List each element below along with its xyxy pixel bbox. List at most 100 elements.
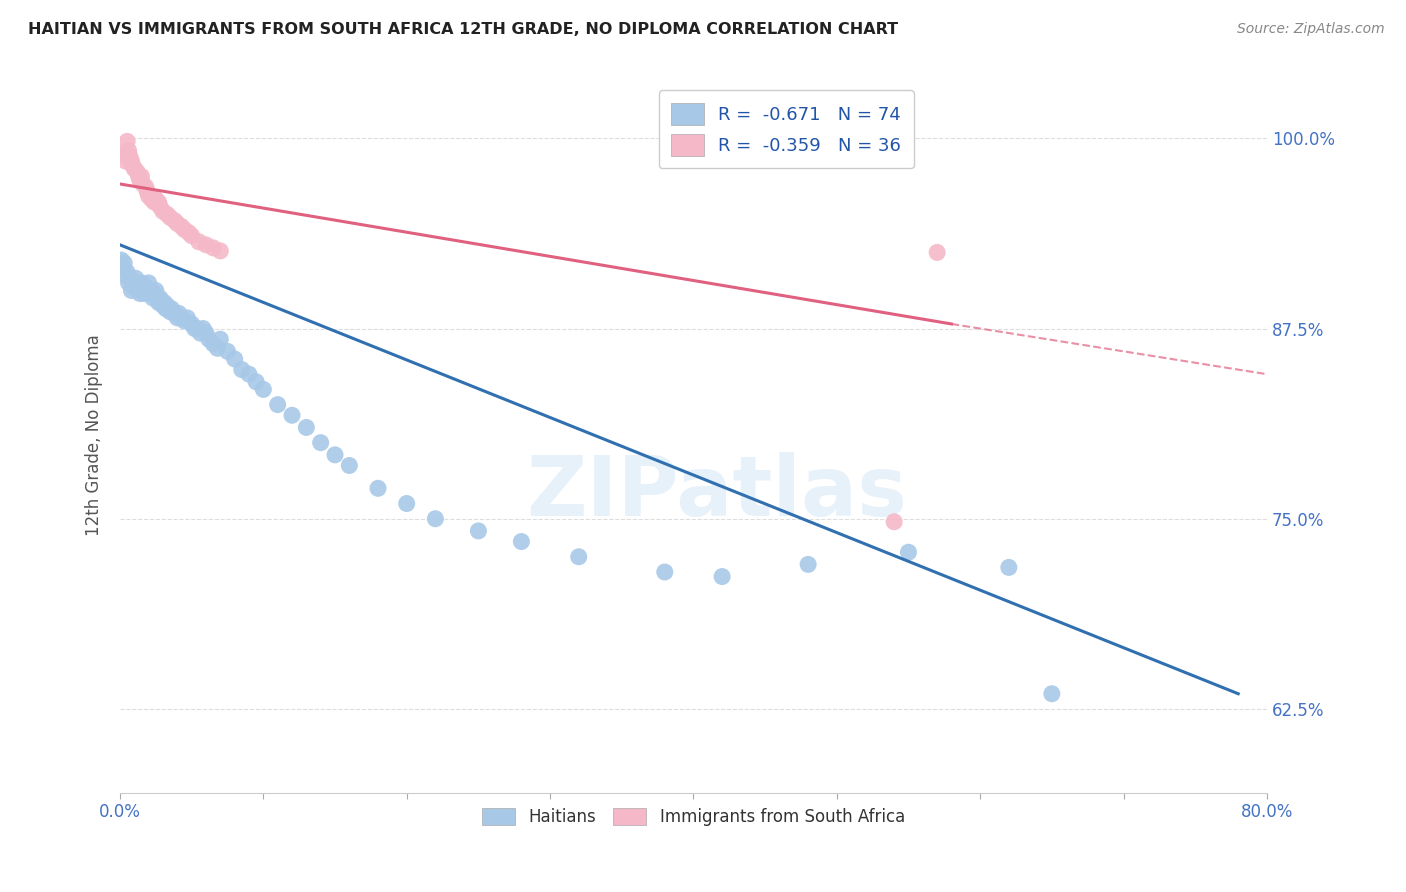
Point [135, 280, 157, 294]
Point [173, 314, 195, 328]
Point [131, 169, 153, 184]
Point [149, 291, 172, 305]
Point [153, 295, 176, 310]
Point [180, 228, 202, 243]
Point [927, 245, 949, 260]
Point [122, 159, 145, 173]
Point [281, 409, 304, 423]
Point [202, 336, 225, 351]
Point [145, 284, 167, 298]
Point [143, 195, 166, 210]
Point [198, 332, 221, 346]
Point [897, 545, 920, 559]
Point [367, 481, 389, 495]
Point [118, 150, 141, 164]
Point [510, 534, 533, 549]
Point [122, 276, 145, 290]
Point [180, 317, 202, 331]
Point [173, 222, 195, 236]
Text: Source: ZipAtlas.com: Source: ZipAtlas.com [1237, 22, 1385, 37]
Point [191, 321, 214, 335]
Point [166, 310, 188, 325]
Point [1040, 687, 1063, 701]
Point [231, 362, 253, 376]
Point [132, 284, 155, 298]
Point [128, 169, 150, 184]
Point [136, 185, 159, 199]
Point [160, 301, 183, 316]
Point [183, 321, 205, 335]
Point [797, 558, 820, 572]
Point [155, 301, 177, 316]
Point [146, 291, 169, 305]
Point [266, 398, 288, 412]
Point [139, 284, 162, 298]
Text: HAITIAN VS IMMIGRANTS FROM SOUTH AFRICA 12TH GRADE, NO DIPLOMA CORRELATION CHART: HAITIAN VS IMMIGRANTS FROM SOUTH AFRICA … [28, 22, 898, 37]
Point [138, 276, 160, 290]
Point [654, 565, 676, 579]
Point [132, 177, 155, 191]
Text: ZIPatlas: ZIPatlas [526, 451, 907, 533]
Point [156, 299, 179, 313]
Point [148, 195, 170, 210]
Point [209, 244, 232, 258]
Point [176, 310, 198, 325]
Point [167, 306, 190, 320]
Point [124, 161, 146, 176]
Point [135, 180, 157, 194]
Point [238, 367, 260, 381]
Point [118, 271, 141, 285]
Point [323, 448, 346, 462]
Point [143, 286, 166, 301]
Point [142, 291, 165, 305]
Point [209, 332, 232, 346]
Point [202, 241, 225, 255]
Point [177, 226, 200, 240]
Y-axis label: 12th Grade, No Diploma: 12th Grade, No Diploma [86, 334, 103, 536]
Point [111, 146, 134, 161]
Point [195, 237, 218, 252]
Point [138, 189, 160, 203]
Point [217, 344, 239, 359]
Point [117, 144, 139, 158]
Point [115, 265, 138, 279]
Point [207, 341, 229, 355]
Point [136, 284, 159, 298]
Point [141, 286, 163, 301]
Point [163, 213, 186, 227]
Point [998, 560, 1021, 574]
Point [224, 351, 246, 366]
Point [568, 549, 591, 564]
Point [115, 134, 138, 148]
Point [112, 256, 135, 270]
Point [186, 321, 208, 335]
Point [110, 253, 132, 268]
Point [125, 271, 148, 285]
Point [187, 235, 209, 249]
Point [188, 326, 211, 340]
Point [156, 207, 179, 221]
Point [134, 286, 156, 301]
Point [148, 295, 170, 310]
Point [120, 154, 142, 169]
Point [124, 280, 146, 294]
Point [120, 284, 142, 298]
Point [195, 326, 218, 340]
Point [159, 211, 181, 225]
Point [295, 420, 318, 434]
Point [152, 204, 174, 219]
Point [883, 515, 905, 529]
Point [337, 458, 360, 473]
Point [111, 260, 134, 275]
Point [117, 276, 139, 290]
Point [131, 276, 153, 290]
Point [252, 383, 274, 397]
Point [170, 219, 193, 234]
Point [141, 192, 163, 206]
Point [159, 305, 181, 319]
Point [127, 165, 149, 179]
Point [245, 375, 267, 389]
Legend: Haitians, Immigrants from South Africa: Haitians, Immigrants from South Africa [474, 799, 914, 834]
Point [395, 496, 418, 510]
Point [711, 569, 734, 583]
